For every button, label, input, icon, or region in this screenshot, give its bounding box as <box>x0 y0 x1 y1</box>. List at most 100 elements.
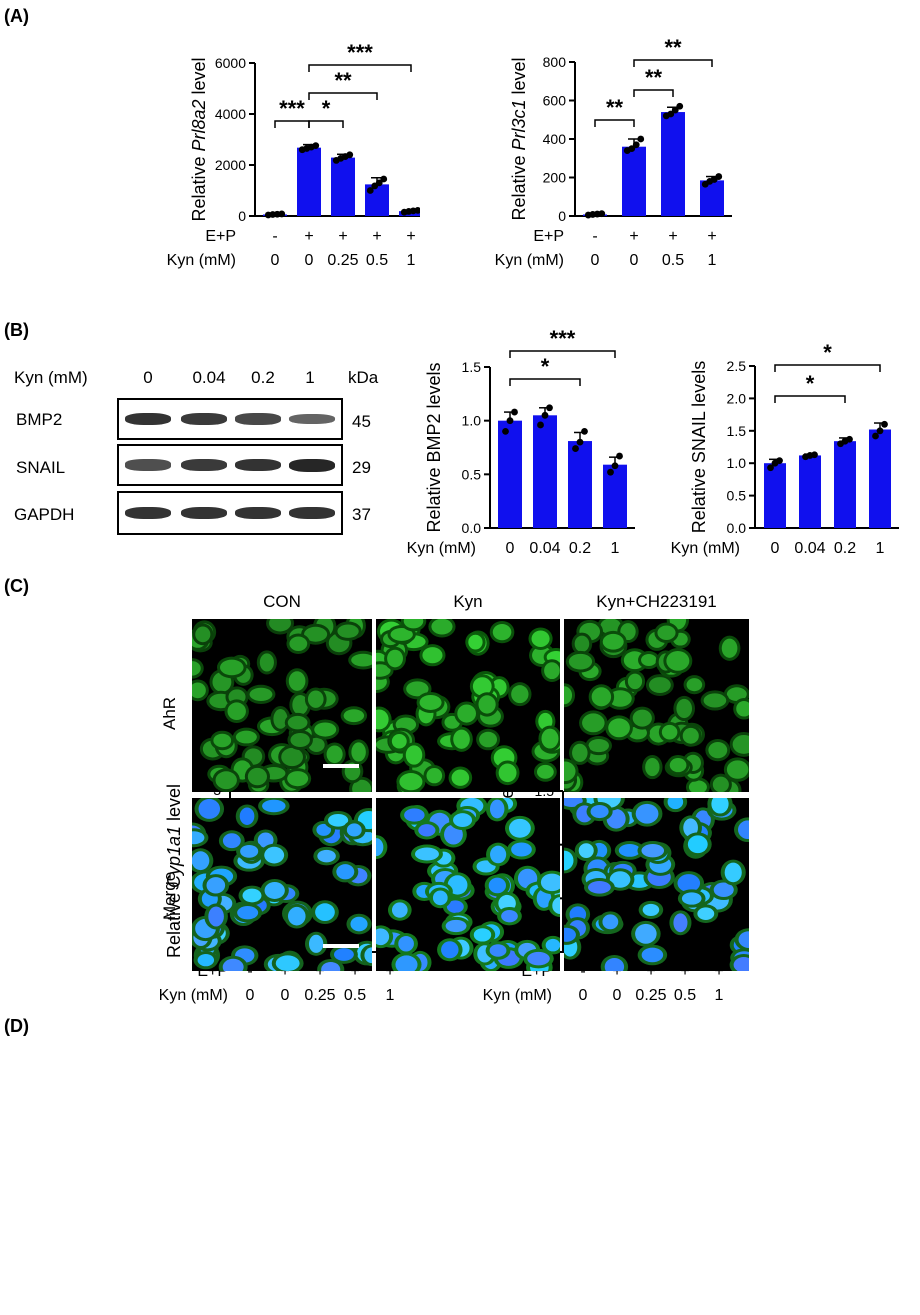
y-axis-label: Relative Prl3c1 level <box>509 57 529 220</box>
cell-nucleus <box>677 874 701 893</box>
cell-nucleus <box>501 909 518 923</box>
cell-nucleus <box>351 742 366 762</box>
significance-bracket <box>308 120 344 128</box>
micro-merge-con <box>192 798 372 971</box>
y-tick-label: 0.0 <box>727 520 747 536</box>
cell-nucleus <box>453 729 470 749</box>
cell-nucleus <box>453 813 473 827</box>
cell-nucleus <box>540 873 560 892</box>
cell-nucleus <box>511 685 529 704</box>
cell-nucleus <box>414 847 439 861</box>
cell-nucleus <box>608 718 630 738</box>
condition-value: + <box>646 963 655 980</box>
condition-value: 1 <box>611 540 620 557</box>
condition-value: 0.5 <box>366 252 388 269</box>
cell-nucleus <box>509 818 531 838</box>
cell-nucleus <box>399 773 423 791</box>
cell-nucleus <box>376 664 391 677</box>
data-point <box>676 102 684 110</box>
cell-nucleus <box>376 709 389 730</box>
data-point <box>572 445 579 452</box>
cell-nucleus <box>708 741 728 759</box>
blot-snail <box>117 444 343 486</box>
cell-nucleus <box>352 779 372 792</box>
data-point <box>628 145 636 153</box>
cell-nucleus <box>648 677 671 693</box>
cell-nucleus <box>387 649 403 668</box>
cell-nucleus <box>726 760 749 779</box>
y-tick-label: 400 <box>543 131 567 147</box>
condition-value: 0.5 <box>662 252 684 269</box>
cell-nucleus <box>418 824 436 837</box>
micro-merge-kyn <box>376 798 560 971</box>
condition-value: + <box>372 228 381 245</box>
cell-nucleus <box>237 906 259 920</box>
data-point <box>346 151 354 159</box>
cell-nucleus <box>473 928 492 942</box>
cell-nucleus <box>713 882 734 898</box>
cell-nucleus <box>445 919 467 933</box>
kda-snail: 29 <box>352 458 371 477</box>
cell-nucleus <box>227 702 246 721</box>
significance-label: ** <box>645 65 663 90</box>
cell-nucleus <box>240 844 259 858</box>
scale-bar-ahr <box>323 764 359 768</box>
western-band <box>235 506 281 520</box>
data-point <box>502 428 509 435</box>
cell-nucleus <box>536 889 552 908</box>
cell-nucleus <box>588 738 609 753</box>
western-band <box>289 458 335 472</box>
condition-row-label: Kyn (mM) <box>167 252 236 269</box>
significance-label: *** <box>550 326 576 351</box>
data-point <box>637 135 645 143</box>
cell-nucleus <box>281 747 303 767</box>
western-band <box>181 412 227 426</box>
cell-nucleus <box>541 728 559 749</box>
data-point <box>881 420 888 428</box>
cell-nucleus <box>738 820 749 840</box>
chart-snail: 0.0 0.5 1.0 1.5 2.0 2.5 Relative SNAIL levels *… <box>671 340 899 557</box>
condition-value: 0.5 <box>674 987 696 1004</box>
cell-nucleus <box>488 877 506 894</box>
cell-nucleus <box>304 626 328 642</box>
y-tick-label: 200 <box>543 170 567 186</box>
significance-bracket <box>308 64 412 72</box>
cell-nucleus <box>328 813 349 827</box>
condition-value: - <box>580 963 585 980</box>
cell-nucleus <box>192 661 201 676</box>
cell-nucleus <box>712 776 729 792</box>
bar <box>603 464 627 528</box>
condition-value: 0 <box>613 987 622 1004</box>
data-point <box>312 142 320 150</box>
western-band <box>125 459 171 471</box>
significance-label: * <box>322 96 331 121</box>
cell-nucleus <box>545 938 560 952</box>
condition-value: + <box>668 228 677 245</box>
cell-nucleus <box>564 686 573 705</box>
cell-nucleus <box>213 733 232 748</box>
condition-value: 0.04 <box>529 540 560 557</box>
western-lane-label: 0.2 <box>251 368 275 387</box>
cell-nucleus <box>422 647 443 664</box>
significance-bracket <box>274 120 310 128</box>
kda-bmp2: 45 <box>352 412 371 431</box>
cell-nucleus <box>733 957 749 971</box>
y-tick-label: 2.5 <box>727 358 747 374</box>
cell-nucleus <box>249 687 273 701</box>
condition-row-label: Kyn (mM) <box>671 540 740 557</box>
cell-nucleus <box>314 722 337 737</box>
condition-value: 0.25 <box>327 252 358 269</box>
cell-nucleus <box>479 731 498 748</box>
condition-value: + <box>612 963 621 980</box>
data-point <box>671 106 679 114</box>
data-point <box>414 206 420 214</box>
cell-nucleus <box>350 916 368 932</box>
cell-nucleus <box>673 913 688 933</box>
cell-nucleus <box>711 798 729 814</box>
western-band <box>289 413 335 425</box>
condition-value: + <box>707 228 716 245</box>
cell-nucleus <box>602 633 624 650</box>
cell-nucleus <box>403 619 424 629</box>
cell-nucleus <box>235 730 257 744</box>
y-tick-label: 2.0 <box>727 390 747 406</box>
